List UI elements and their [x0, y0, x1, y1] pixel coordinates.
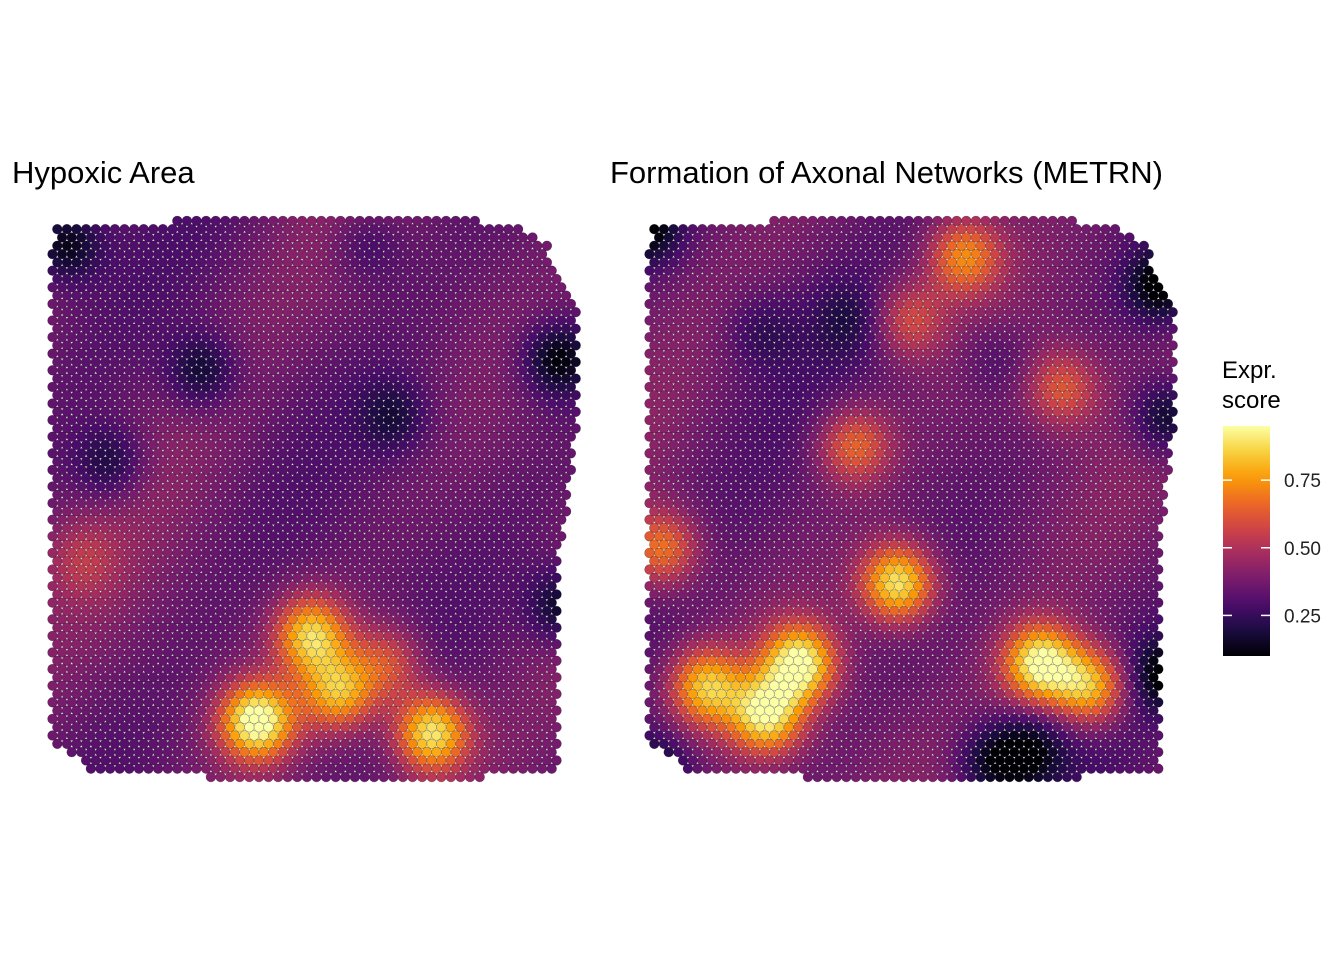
spot	[541, 240, 553, 252]
spot	[498, 763, 509, 774]
spot	[570, 323, 581, 334]
spot	[52, 738, 63, 749]
spot	[508, 763, 519, 774]
spot	[282, 771, 293, 783]
spot	[546, 265, 557, 276]
spot	[292, 771, 303, 783]
spot	[469, 215, 481, 227]
spot	[349, 771, 361, 783]
spot	[397, 771, 409, 783]
spot	[527, 763, 538, 774]
spot	[133, 763, 145, 774]
spot	[565, 298, 577, 310]
spot	[541, 257, 553, 268]
spot	[85, 763, 97, 774]
spot	[407, 771, 418, 783]
spot	[546, 763, 557, 774]
spot	[551, 273, 562, 285]
panel-title-hypoxic-area: Hypoxic Area	[12, 155, 195, 190]
spot	[565, 315, 577, 326]
spot	[388, 771, 399, 783]
spot	[416, 771, 428, 783]
spot	[455, 771, 466, 783]
spot	[474, 771, 485, 783]
spot	[215, 771, 226, 783]
spot	[556, 282, 567, 293]
spot	[143, 763, 154, 774]
spot	[527, 232, 538, 243]
spot	[224, 771, 236, 783]
spot	[311, 771, 322, 783]
spot	[205, 771, 217, 783]
spot	[124, 763, 135, 774]
spot-panel-hypoxic-area	[47, 215, 581, 783]
spot	[95, 763, 106, 774]
spot	[66, 746, 77, 758]
spot	[301, 771, 313, 783]
spot	[234, 771, 245, 783]
spot	[464, 771, 476, 783]
spot	[536, 248, 548, 260]
spot	[445, 771, 457, 783]
spot	[536, 763, 548, 774]
spot	[560, 290, 572, 301]
spot	[253, 771, 265, 783]
spot	[263, 771, 274, 783]
spot	[368, 771, 380, 783]
spot	[340, 771, 351, 783]
spot	[570, 307, 581, 318]
spot	[436, 771, 447, 783]
spot	[172, 763, 183, 774]
spot	[359, 771, 370, 783]
spot	[378, 771, 389, 783]
panel-title-axonal-networks: Formation of Axonal Networks (METRN)	[610, 155, 1163, 190]
spot	[162, 763, 173, 774]
spot	[152, 763, 164, 774]
spot-panel-axonal-networks	[644, 215, 1178, 783]
spot	[517, 763, 529, 774]
spot	[181, 763, 193, 774]
spot	[320, 771, 332, 783]
spot	[114, 763, 125, 774]
spot	[191, 763, 202, 774]
spot	[272, 771, 284, 783]
spot	[330, 771, 341, 783]
spot	[244, 771, 255, 783]
spot	[488, 763, 500, 774]
spot	[104, 763, 116, 774]
spot	[512, 224, 524, 235]
spot	[426, 771, 437, 783]
